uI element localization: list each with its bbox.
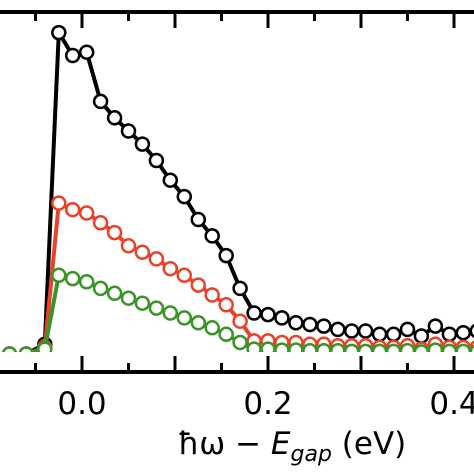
data-point [51, 267, 67, 284]
data-point [385, 326, 402, 343]
data-point [371, 326, 388, 343]
data-point [204, 228, 220, 244]
data-point [148, 300, 165, 316]
data-point [232, 313, 248, 329]
data-point [78, 205, 95, 221]
data-point [106, 224, 123, 241]
data-point [246, 341, 262, 352]
data-point [18, 346, 34, 352]
data-point [455, 324, 472, 341]
data-point [330, 321, 346, 338]
data-point [162, 172, 179, 188]
data-point [162, 260, 179, 277]
data-point [92, 215, 109, 231]
x-axis-label: ħω − Egap (eV) [178, 426, 407, 467]
series-0 [2, 24, 474, 352]
data-point [78, 274, 95, 290]
data-point [330, 342, 346, 352]
data-point [343, 343, 360, 352]
x-axis-ticks: 0.0 0.2 0.4 [34, 12, 474, 422]
data-point [232, 280, 248, 297]
data-point [302, 342, 318, 352]
data-point [176, 310, 193, 326]
data-point [78, 44, 95, 60]
data-point [120, 290, 137, 306]
data-point [343, 323, 360, 339]
data-point [469, 323, 474, 339]
series-2 [2, 267, 474, 352]
data-point [51, 24, 67, 41]
data-point [274, 310, 290, 326]
data-point [64, 201, 81, 218]
x-axis-label-var: E [271, 426, 291, 462]
data-point [64, 270, 81, 287]
data-point [427, 342, 444, 352]
data-point [413, 328, 430, 344]
series-layer [2, 24, 474, 352]
data-point [134, 295, 151, 311]
data-point [120, 238, 137, 254]
data-point [427, 318, 444, 334]
data-point [92, 93, 109, 110]
data-point [162, 305, 179, 321]
data-point [190, 211, 207, 228]
data-point [399, 321, 416, 338]
x-tick-label: 0.0 [57, 386, 106, 422]
data-point [316, 318, 332, 334]
x-axis-label-sub: gap [291, 442, 332, 467]
data-point [399, 342, 416, 352]
data-point [120, 123, 137, 139]
data-point [106, 110, 123, 126]
plot-frame [0, 10, 474, 374]
x-axis-label-suffix: (eV) [332, 426, 406, 462]
data-point [2, 346, 17, 352]
data-point [134, 244, 151, 261]
data-point [190, 277, 207, 293]
data-point [288, 315, 304, 331]
data-point [176, 188, 193, 205]
data-point [232, 334, 248, 351]
data-point [204, 320, 220, 336]
data-point [246, 305, 262, 321]
data-point [134, 136, 151, 152]
data-point [51, 195, 67, 211]
data-point [302, 316, 318, 333]
data-point [37, 341, 53, 352]
data-point [260, 341, 276, 352]
data-point [441, 343, 458, 352]
data-point [357, 343, 374, 352]
x-tick-label: 0.2 [243, 386, 292, 422]
data-point [218, 297, 234, 313]
data-point [316, 342, 332, 352]
x-axis-label-prefix: ħω − [178, 426, 271, 462]
data-point [204, 287, 220, 303]
data-point [106, 285, 123, 302]
data-point [218, 326, 234, 343]
data-point [148, 152, 165, 169]
data-point [441, 326, 458, 343]
data-point [371, 343, 388, 352]
data-point [288, 342, 304, 352]
data-point [92, 280, 109, 297]
data-point [64, 47, 81, 64]
data-point [357, 323, 374, 339]
data-point [148, 251, 165, 267]
data-point [413, 344, 430, 352]
data-point [218, 247, 234, 264]
data-point [190, 315, 207, 331]
data-point [469, 344, 474, 352]
series-line-0 [9, 30, 474, 352]
data-point [260, 306, 276, 323]
data-point [385, 343, 402, 352]
data-point [274, 342, 290, 352]
x-tick-label: 0.4 [429, 386, 474, 422]
data-point [176, 267, 193, 284]
data-point [455, 343, 472, 352]
